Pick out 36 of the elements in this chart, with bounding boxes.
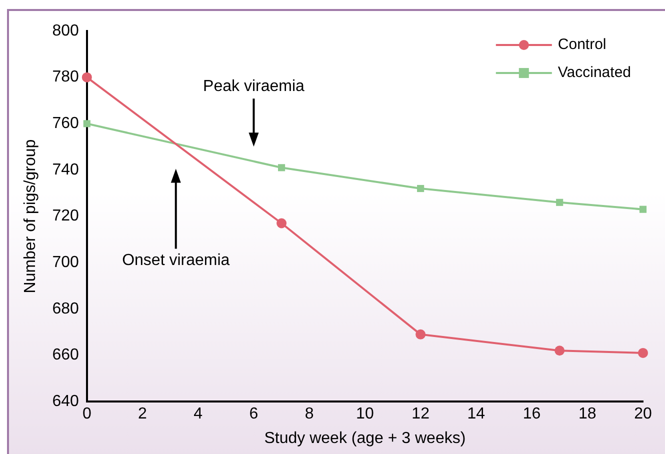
point bbox=[554, 346, 565, 356]
annotation: Onset viraemia bbox=[122, 252, 230, 270]
x-tick-label: 14 bbox=[467, 406, 486, 423]
y-tick-label: 680 bbox=[52, 300, 79, 318]
y-tick-label: 780 bbox=[52, 68, 79, 86]
point bbox=[638, 348, 648, 358]
y-tick-label: 700 bbox=[52, 254, 79, 272]
x-tick-label: 0 bbox=[82, 406, 92, 423]
y-tick-label: 740 bbox=[52, 161, 79, 178]
x-tick-label: 20 bbox=[634, 406, 652, 423]
point bbox=[416, 329, 426, 340]
point bbox=[276, 218, 287, 228]
y-tick-label: 660 bbox=[52, 346, 79, 364]
x-axis-title: Study week (age + 3 weeks) bbox=[264, 430, 466, 447]
x-tick-label: 16 bbox=[522, 406, 541, 423]
legend-label: Control bbox=[558, 36, 606, 54]
y-axis-title: Number of pigs/group bbox=[22, 139, 40, 294]
y-tick-label: 640 bbox=[52, 393, 79, 410]
legend-label: Vaccinated bbox=[558, 64, 632, 82]
x-tick-label: 4 bbox=[194, 406, 203, 423]
point bbox=[82, 72, 92, 82]
y-tick-label: 720 bbox=[52, 208, 79, 225]
x-tick-label: 12 bbox=[412, 406, 430, 423]
y-tick-label: 760 bbox=[52, 115, 79, 132]
x-tick-label: 8 bbox=[304, 406, 314, 423]
y-tick-label: 800 bbox=[52, 22, 79, 40]
point bbox=[278, 164, 286, 172]
x-tick-label: 2 bbox=[138, 406, 148, 423]
point bbox=[639, 206, 647, 213]
point bbox=[83, 120, 90, 128]
x-tick-label: 6 bbox=[249, 406, 258, 423]
point bbox=[556, 198, 564, 206]
annotation: Peak viraemia bbox=[203, 78, 305, 95]
x-tick-label: 10 bbox=[356, 406, 374, 423]
x-tick-label: 18 bbox=[578, 406, 596, 423]
point bbox=[417, 184, 424, 192]
